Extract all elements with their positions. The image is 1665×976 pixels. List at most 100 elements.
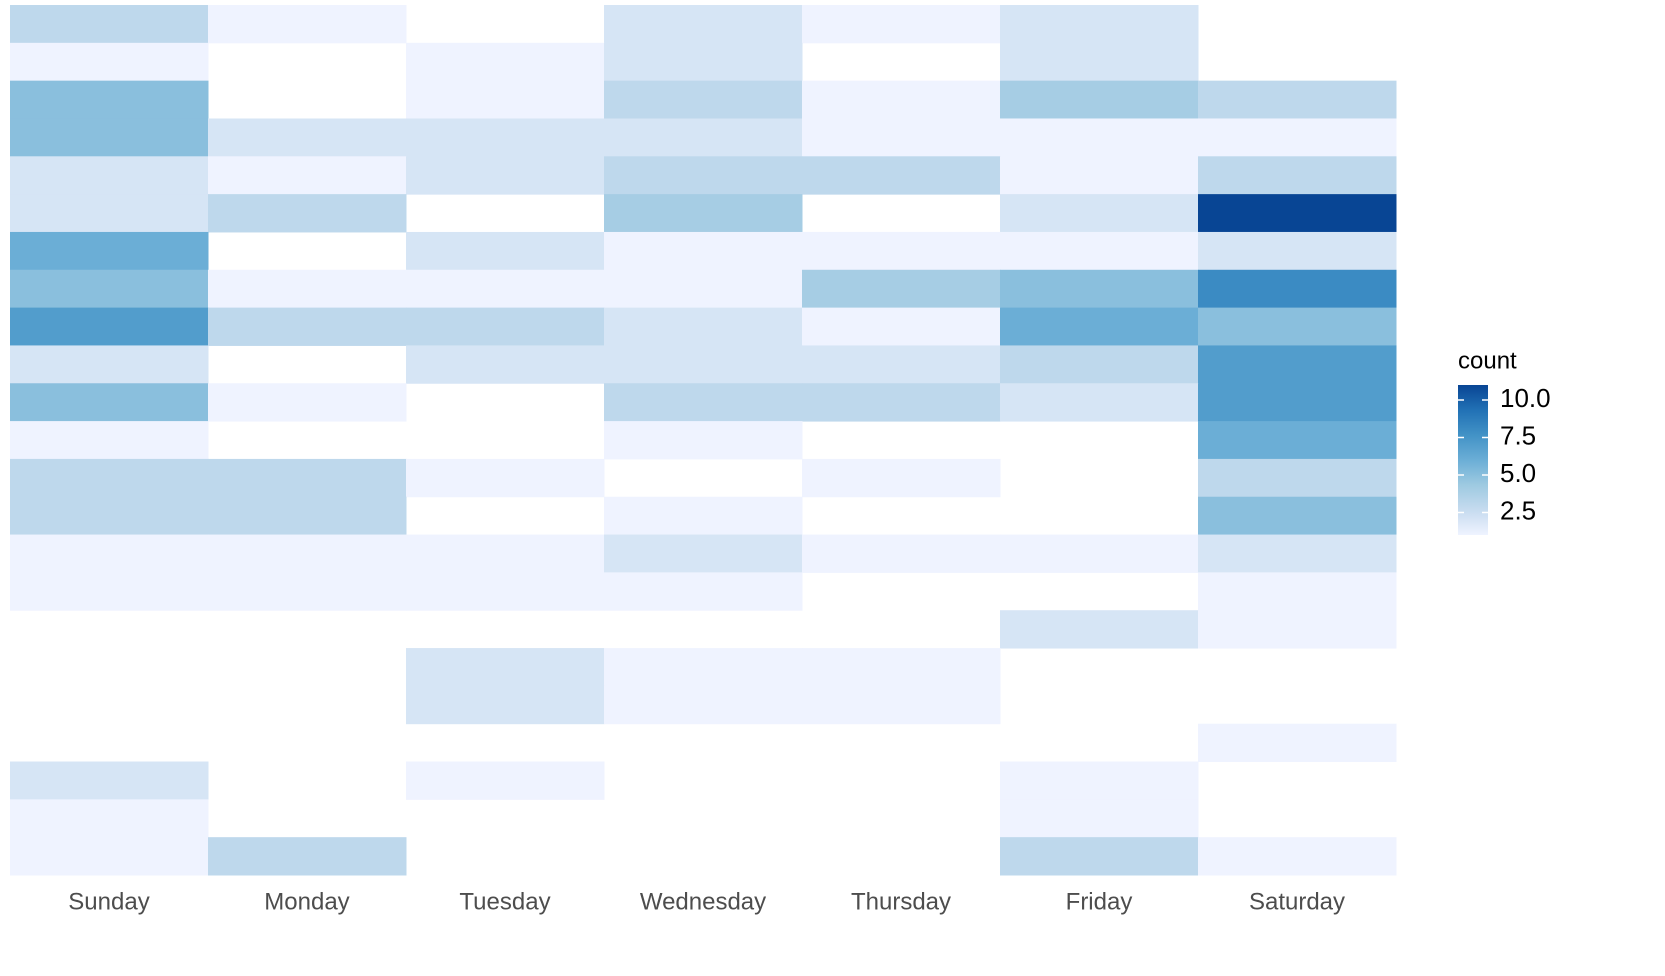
- cell: [1000, 345, 1199, 384]
- cell: [208, 572, 407, 611]
- cell: [10, 80, 209, 119]
- cell: [1198, 458, 1397, 498]
- cell: [802, 80, 1001, 119]
- cell: [406, 534, 605, 573]
- cell: [604, 572, 803, 611]
- cell: [1000, 837, 1199, 876]
- cell: [406, 156, 605, 195]
- x-tick-label: Friday: [1066, 888, 1133, 915]
- cell: [10, 118, 209, 157]
- cell: [208, 194, 407, 233]
- cell: [10, 534, 209, 573]
- cell: [10, 421, 209, 460]
- cell: [208, 534, 407, 573]
- cell: [604, 345, 803, 384]
- cell: [10, 269, 209, 309]
- cell: [406, 231, 605, 271]
- cell: [10, 383, 209, 422]
- cell: [406, 572, 605, 611]
- cell: [1000, 80, 1199, 119]
- cell: [1000, 42, 1199, 82]
- cell: [604, 156, 803, 195]
- x-tick-label: Sunday: [68, 888, 149, 915]
- cell: [10, 761, 209, 800]
- x-tick-label: Monday: [264, 888, 349, 915]
- cell: [802, 156, 1001, 195]
- cell: [406, 345, 605, 384]
- cell: [802, 269, 1001, 309]
- cell: [208, 269, 407, 309]
- cell: [604, 307, 803, 346]
- cell: [406, 458, 605, 498]
- cell: [604, 194, 803, 233]
- cell: [802, 5, 1001, 44]
- cell: [1000, 610, 1199, 649]
- cell: [406, 648, 605, 687]
- cell: [1198, 496, 1397, 536]
- cell: [208, 458, 407, 498]
- cell: [604, 534, 803, 573]
- cell: [10, 156, 209, 195]
- colorbar-tick-label: 7.5: [1500, 420, 1536, 450]
- colorbar: [1458, 385, 1488, 535]
- cell: [802, 231, 1001, 271]
- cell: [1198, 383, 1397, 422]
- cell: [1198, 345, 1397, 384]
- cell: [1198, 421, 1397, 460]
- cell: [10, 5, 209, 44]
- cell: [10, 572, 209, 611]
- cell: [604, 496, 803, 536]
- cell: [208, 383, 407, 422]
- cell: [802, 648, 1001, 687]
- cell: [10, 458, 209, 498]
- cell: [604, 685, 803, 725]
- cell: [208, 118, 407, 157]
- cell: [10, 307, 209, 346]
- cell: [1198, 572, 1397, 611]
- cell: [208, 156, 407, 195]
- cell: [1198, 269, 1397, 309]
- x-tick-label: Wednesday: [640, 888, 766, 915]
- cell: [802, 534, 1001, 573]
- cell: [10, 799, 209, 838]
- cell: [1198, 156, 1397, 195]
- cell: [604, 231, 803, 271]
- cell: [604, 42, 803, 82]
- cell: [1000, 269, 1199, 309]
- cell: [10, 496, 209, 536]
- cell: [406, 42, 605, 82]
- cell: [406, 761, 605, 800]
- cell: [406, 307, 605, 346]
- cell: [406, 685, 605, 725]
- cell: [1000, 118, 1199, 157]
- cell: [604, 421, 803, 460]
- cell: [1000, 5, 1199, 44]
- cell: [1198, 837, 1397, 876]
- cell: [604, 80, 803, 119]
- cell: [208, 496, 407, 536]
- cell: [1000, 534, 1199, 573]
- cell: [1198, 610, 1397, 649]
- cell: [604, 383, 803, 422]
- cell: [1198, 194, 1397, 233]
- cell: [208, 837, 407, 876]
- cell: [604, 269, 803, 309]
- cell: [1198, 231, 1397, 271]
- legend-title: count: [1458, 347, 1517, 374]
- cell: [10, 231, 209, 271]
- cell: [1000, 761, 1199, 800]
- cell: [1198, 307, 1397, 346]
- cell: [10, 837, 209, 876]
- cell: [1198, 118, 1397, 157]
- x-tick-label: Tuesday: [459, 888, 550, 915]
- cell: [1000, 799, 1199, 838]
- cell: [1198, 723, 1397, 763]
- cell: [604, 118, 803, 157]
- x-tick-label: Saturday: [1249, 888, 1345, 915]
- cell: [1198, 80, 1397, 119]
- cell: [10, 194, 209, 233]
- cell: [1000, 156, 1199, 195]
- cell: [604, 5, 803, 44]
- cell: [802, 458, 1001, 498]
- cell: [208, 5, 407, 44]
